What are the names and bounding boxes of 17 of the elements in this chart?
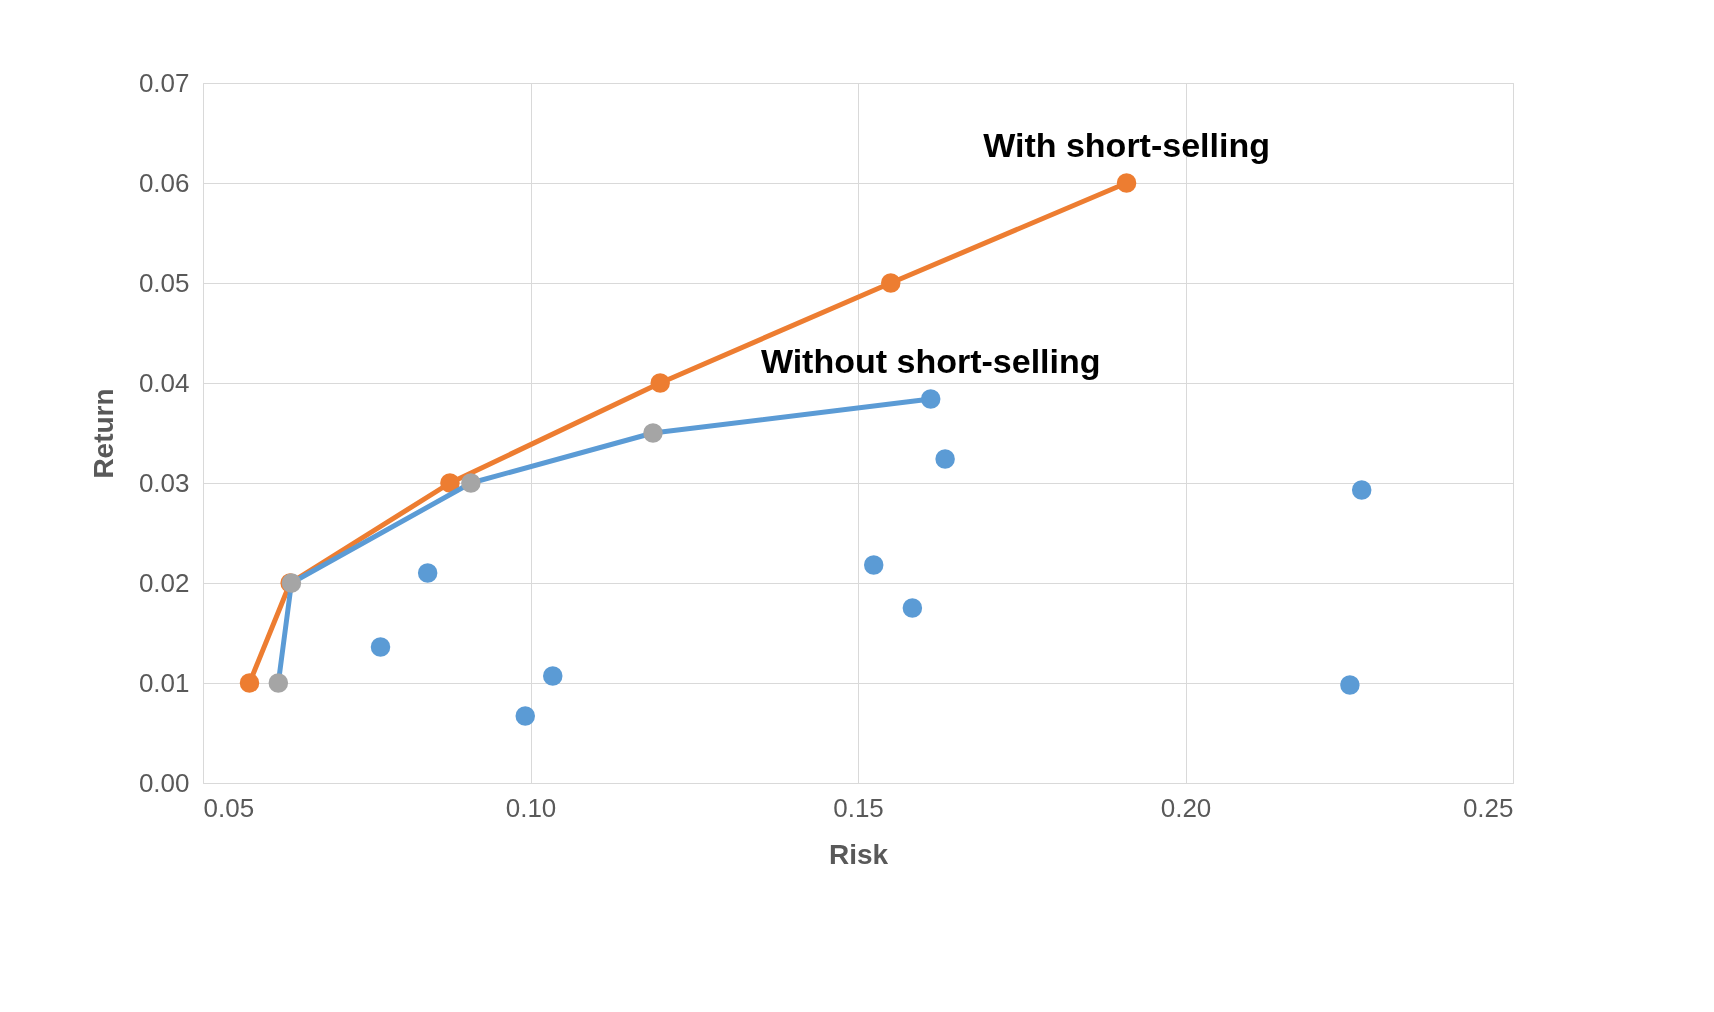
series-label: Without short-selling: [760, 342, 1101, 380]
series-label: With short-selling: [983, 126, 1270, 164]
x-axis-title: Risk: [828, 838, 889, 870]
y-tick-label: 0.05: [138, 267, 190, 298]
x-tick-label: 0.15: [833, 792, 884, 823]
x-tick-label: 0.25: [1462, 792, 1514, 823]
x-tick-label: 0.20: [1160, 792, 1212, 823]
y-tick-label: 0.07: [138, 67, 190, 98]
y-axis-title: Return: [87, 388, 119, 479]
y-tick-label: 0.02: [138, 567, 190, 598]
y-tick-label: 0.00: [138, 767, 190, 798]
y-tick-label: 0.04: [138, 367, 190, 398]
y-tick-label: 0.06: [138, 167, 190, 198]
x-tick-label: 0.10: [505, 792, 557, 823]
y-tick-label: 0.01: [138, 667, 190, 698]
x-tick-label: 0.05: [203, 792, 255, 823]
y-tick-label: 0.03: [138, 467, 190, 498]
